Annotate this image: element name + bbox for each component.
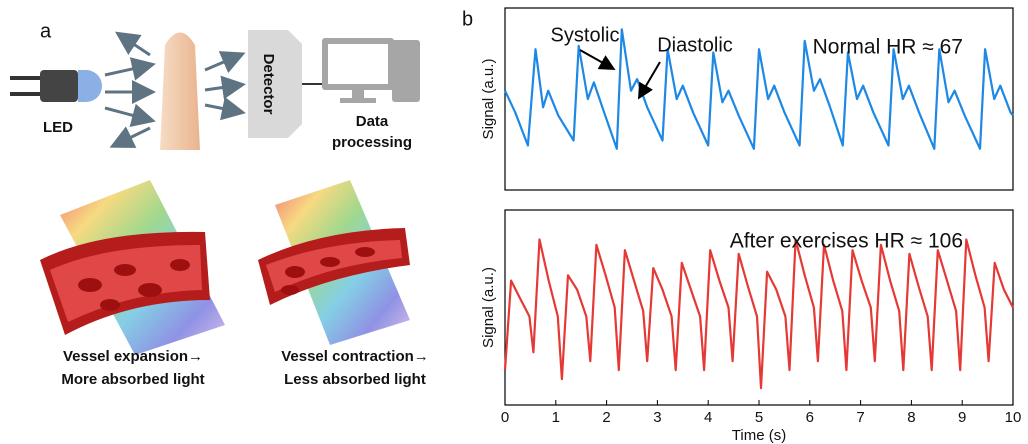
plot-frame — [504, 7, 1014, 191]
y-axis-label: Signal (a.u.) — [480, 267, 497, 348]
x-tick-label: 8 — [907, 409, 915, 426]
light-arrows — [104, 31, 246, 148]
caption: Less absorbed light — [284, 371, 426, 388]
processing-label: Data — [356, 113, 389, 130]
caption: Vessel expansion→ — [63, 348, 203, 365]
x-tick-label: 5 — [755, 409, 763, 426]
signal-line — [503, 238, 1014, 390]
vessel-expansion — [40, 180, 225, 355]
panel-label: a — [40, 20, 52, 42]
annotation: Systolic — [551, 24, 620, 46]
hr-label: Normal HR ≈ 67 — [813, 36, 963, 59]
x-axis-label: Time (s) — [732, 427, 786, 444]
x-tick-label: 1 — [552, 409, 560, 426]
annotation-arrow — [637, 61, 661, 100]
detector-label: Detector — [260, 54, 277, 115]
x-tick-label: 7 — [856, 409, 864, 426]
annotation-arrow — [579, 49, 616, 70]
caption: More absorbed light — [61, 371, 204, 388]
led-label: LED — [43, 119, 73, 136]
vessel-contraction — [258, 180, 410, 345]
x-tick-label: 4 — [704, 409, 712, 426]
led-icon — [10, 70, 102, 102]
x-tick-label: 9 — [958, 409, 966, 426]
hr-label: After exercises HR ≈ 106 — [730, 230, 963, 253]
x-tick-label: 3 — [653, 409, 661, 426]
x-tick-label: 10 — [1005, 409, 1022, 426]
processing-label: processing — [332, 134, 412, 151]
panel-label: b — [462, 8, 473, 30]
annotation: Diastolic — [657, 34, 733, 56]
y-axis-label: Signal (a.u.) — [480, 59, 497, 140]
x-tick-label: 2 — [602, 409, 610, 426]
x-tick-label: 6 — [806, 409, 814, 426]
x-tick-label: 0 — [501, 409, 509, 426]
signal-line — [504, 28, 1014, 150]
finger — [160, 32, 200, 150]
detector-box — [248, 30, 302, 138]
computer-icon — [322, 38, 420, 103]
caption: Vessel contraction→ — [281, 348, 429, 365]
